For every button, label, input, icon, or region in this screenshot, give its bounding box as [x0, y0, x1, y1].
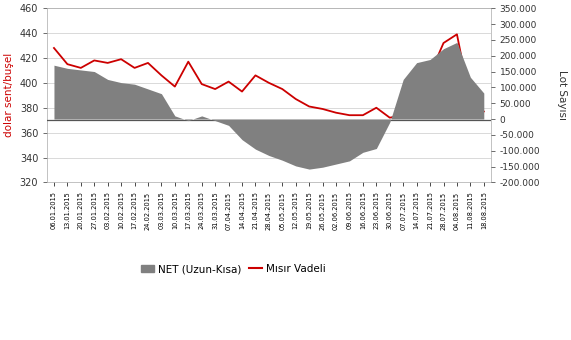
Y-axis label: dolar sent/buşel: dolar sent/buşel: [4, 53, 14, 137]
Y-axis label: Lot Sayısı: Lot Sayısı: [557, 70, 567, 120]
Legend: NET (Uzun-Kısa), Mısır Vadeli: NET (Uzun-Kısa), Mısır Vadeli: [137, 260, 330, 278]
